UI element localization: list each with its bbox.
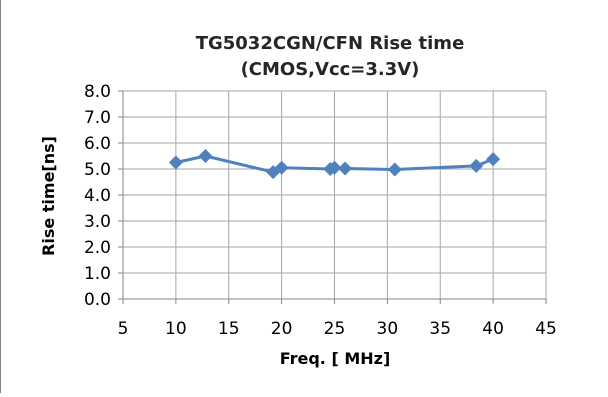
axes: [118, 90, 547, 304]
data-point-marker: [338, 161, 353, 176]
chart-title-line1: TG5032CGN/CFN Rise time: [196, 33, 465, 54]
chart-title-line2: (CMOS,Vcc=3.3V): [241, 59, 420, 80]
data-point-marker: [486, 152, 501, 167]
y-tick-label: 1.0: [84, 264, 111, 284]
gridlines: [123, 90, 547, 299]
x-tick-label: 35: [429, 319, 451, 339]
data-point-marker: [327, 160, 342, 175]
x-tick-label: 40: [482, 319, 504, 339]
y-tick-label: 2.0: [84, 238, 111, 258]
y-tick-label: 6.0: [84, 134, 111, 154]
y-tick-label: 5.0: [84, 160, 111, 180]
y-tick-label: 7.0: [84, 108, 111, 128]
data-point-marker: [274, 160, 289, 175]
x-axis-title: Freq. [ MHz]: [280, 349, 391, 368]
y-tick-label: 8.0: [84, 82, 111, 102]
y-tick-labels: 0.0 1.0 2.0 3.0 4.0 5.0 6.0 7.0 8.0: [84, 82, 111, 310]
x-tick-label: 30: [377, 319, 399, 339]
x-tick-label: 25: [324, 319, 346, 339]
data-point-marker: [198, 149, 213, 163]
x-tick-label: 45: [535, 319, 557, 339]
data-point-marker: [469, 158, 484, 173]
x-tick-labels: 5 10 15 20 25 30 35 40 45: [118, 319, 557, 339]
x-tick-label: 5: [118, 319, 129, 339]
y-tick-label: 0.0: [84, 290, 111, 310]
data-series: [168, 149, 501, 180]
data-point-marker: [387, 162, 402, 177]
data-point-marker: [168, 155, 183, 170]
x-tick-label: 20: [271, 319, 293, 339]
y-tick-label: 3.0: [84, 212, 111, 232]
y-axis-title: Rise time[ns]: [39, 136, 58, 256]
y-tick-label: 4.0: [84, 186, 111, 206]
x-tick-label: 10: [165, 319, 187, 339]
x-tick-label: 15: [218, 319, 240, 339]
